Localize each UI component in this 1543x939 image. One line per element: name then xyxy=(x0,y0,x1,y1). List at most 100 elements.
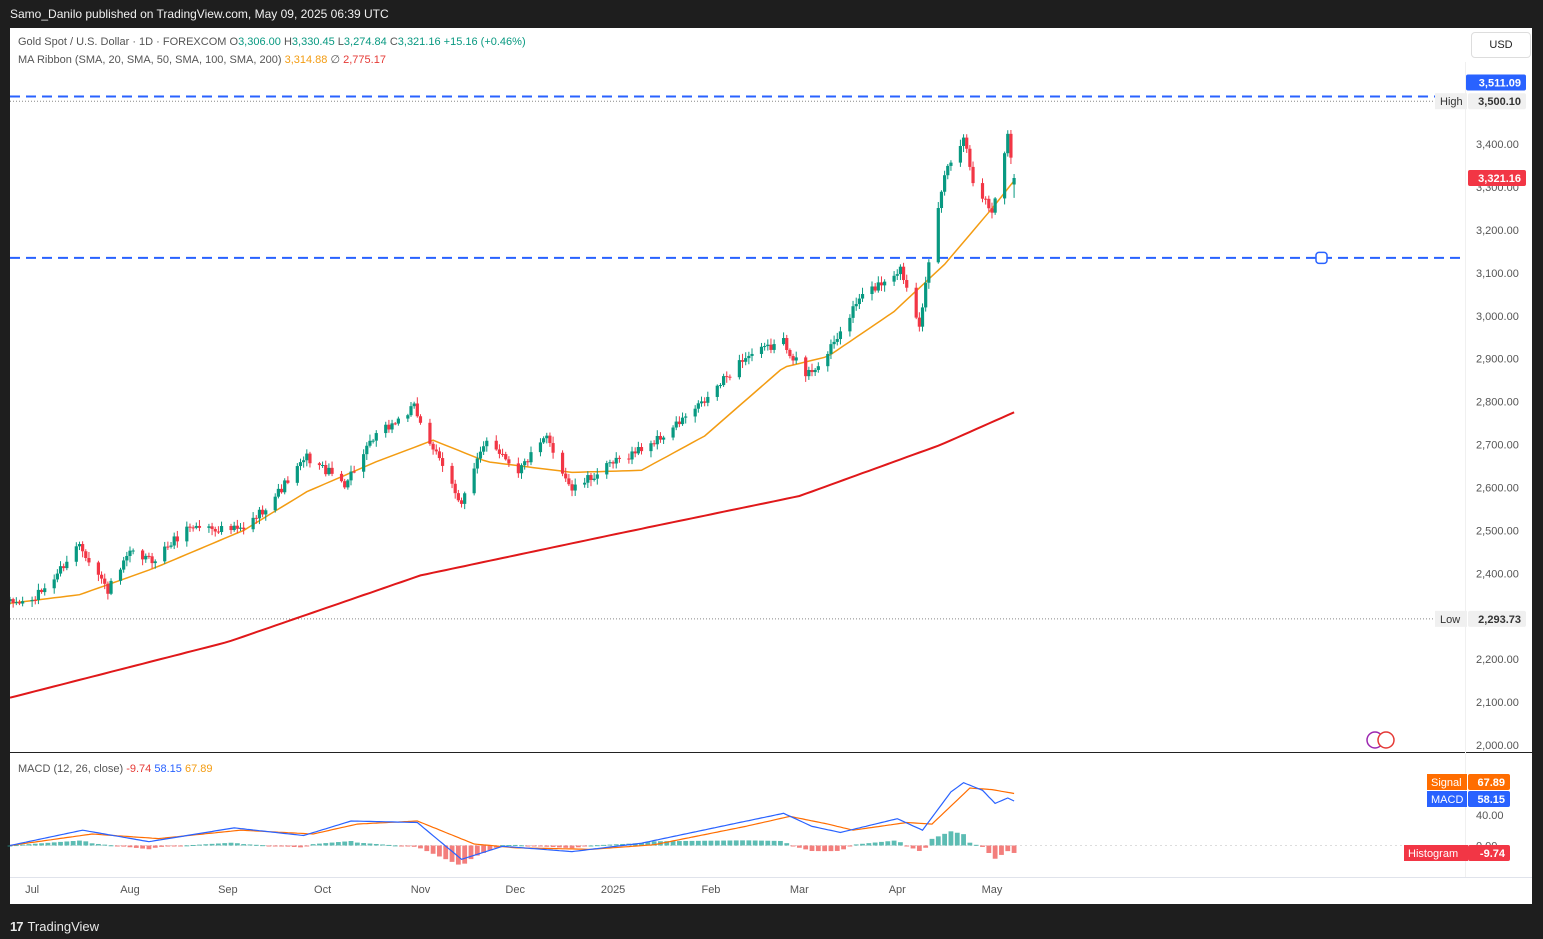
candle-body xyxy=(835,339,839,342)
histogram-bar xyxy=(146,845,152,850)
histogram-bar xyxy=(500,845,505,847)
histogram-bar xyxy=(935,836,941,846)
ma-legend[interactable]: MA Ribbon (SMA, 20, SMA, 50, SMA, 100, S… xyxy=(18,53,386,66)
candle-body xyxy=(463,493,467,504)
low-tag-label: Low xyxy=(1440,614,1460,626)
candle-body xyxy=(946,165,950,176)
histogram-bar xyxy=(651,841,657,846)
tradingview-logo[interactable]: 17 TradingView xyxy=(10,919,99,934)
candle-body xyxy=(283,480,287,493)
time-tick-label: Oct xyxy=(314,884,331,896)
candle-body xyxy=(153,561,157,564)
histogram-bar xyxy=(32,843,38,846)
candle-body xyxy=(939,191,944,209)
signal-tag-bg xyxy=(1427,774,1467,790)
candle-body xyxy=(715,385,719,397)
histogram-bar xyxy=(986,845,992,853)
price-tick-label: 2,000.00 xyxy=(1476,740,1519,752)
histogram-bar xyxy=(639,843,644,846)
candle-body xyxy=(927,262,931,283)
currency-button[interactable]: USD xyxy=(1471,32,1531,58)
candle-body xyxy=(494,440,498,450)
histogram-bar xyxy=(803,845,809,850)
candle-body xyxy=(81,544,85,552)
macd-line-value: 58.15 xyxy=(154,763,182,775)
candle-body xyxy=(633,451,637,454)
candle-body xyxy=(883,281,887,286)
candle-body xyxy=(365,445,369,455)
candle-body xyxy=(772,344,776,350)
histogram-bar xyxy=(304,845,310,847)
candle-body xyxy=(826,353,830,367)
histogram-bar xyxy=(13,845,19,847)
candle-body xyxy=(526,461,530,463)
candle-body xyxy=(298,462,303,467)
histogram-bar xyxy=(342,841,348,846)
candle-body xyxy=(346,480,350,488)
candle-body xyxy=(74,546,78,562)
candle-body xyxy=(387,424,391,430)
candle-body xyxy=(10,599,12,602)
legend-open: 3,306.00 xyxy=(238,36,281,48)
price-tick-label: 2,900.00 xyxy=(1476,354,1519,366)
candle-body xyxy=(197,525,202,528)
candle-body xyxy=(766,344,770,347)
price-tick-label: 2,800.00 xyxy=(1476,397,1519,409)
candle-body xyxy=(39,589,44,593)
histogram-bar xyxy=(165,845,171,847)
candle-body xyxy=(87,557,91,563)
histogram-bar xyxy=(285,845,291,847)
candle-body xyxy=(605,463,609,475)
histogram-bar xyxy=(676,841,682,846)
candle-body xyxy=(961,137,966,147)
ma-200-line xyxy=(10,411,1015,699)
candle-body xyxy=(343,481,347,488)
candle-body xyxy=(567,478,571,485)
histogram-bar xyxy=(411,845,417,847)
histogram-bar xyxy=(746,840,752,846)
candle-body xyxy=(873,286,877,291)
legend-change: +15.16 (+0.46%) xyxy=(443,36,526,48)
histogram-bar xyxy=(879,841,884,846)
candle-body xyxy=(96,562,101,575)
ma-label: MA Ribbon (SMA, 20, SMA, 50, SMA, 100, S… xyxy=(18,54,282,66)
histogram-bar xyxy=(519,845,524,847)
candle-body xyxy=(264,510,268,515)
ma-value-2: 2,775.17 xyxy=(343,54,386,66)
candle-body xyxy=(58,566,63,574)
histogram-bar xyxy=(83,841,89,846)
candle-body xyxy=(276,488,280,497)
histogram-bar xyxy=(418,845,423,849)
candle-body xyxy=(415,403,419,417)
candle-body xyxy=(118,569,123,581)
histogram-bar xyxy=(973,844,979,846)
histogram-bar xyxy=(96,843,101,846)
candle-body xyxy=(725,376,729,378)
signal-value-tag-bg xyxy=(1468,774,1510,790)
candle-body xyxy=(504,454,508,460)
symbol-legend[interactable]: Gold Spot / U.S. Dollar · 1D · FOREXCOM … xyxy=(18,36,526,48)
chart-panel[interactable] xyxy=(10,28,1532,904)
candle-body xyxy=(630,451,634,460)
histogram-bar xyxy=(178,845,183,847)
histogram-bar xyxy=(399,845,404,847)
candle-body xyxy=(832,341,836,345)
candle-body xyxy=(693,408,697,417)
histogram-bar xyxy=(923,845,929,848)
histogram-bar xyxy=(1005,845,1011,852)
candle-body xyxy=(109,580,113,594)
price-tick-label: 2,100.00 xyxy=(1476,697,1519,709)
candle-body xyxy=(428,422,432,444)
candle-body xyxy=(434,449,438,452)
histogram-bar xyxy=(449,845,455,862)
histogram-bar xyxy=(512,844,518,846)
histogram-bar xyxy=(89,843,95,846)
histogram-bar xyxy=(708,840,714,846)
histogram-bar xyxy=(291,845,297,847)
candle-body xyxy=(652,443,656,445)
histogram-bar xyxy=(455,845,461,865)
macd-legend[interactable]: MACD (12, 26, close) -9.74 58.15 67.89 xyxy=(18,763,212,775)
histogram-bar xyxy=(999,845,1004,855)
histogram-bar xyxy=(531,845,537,847)
